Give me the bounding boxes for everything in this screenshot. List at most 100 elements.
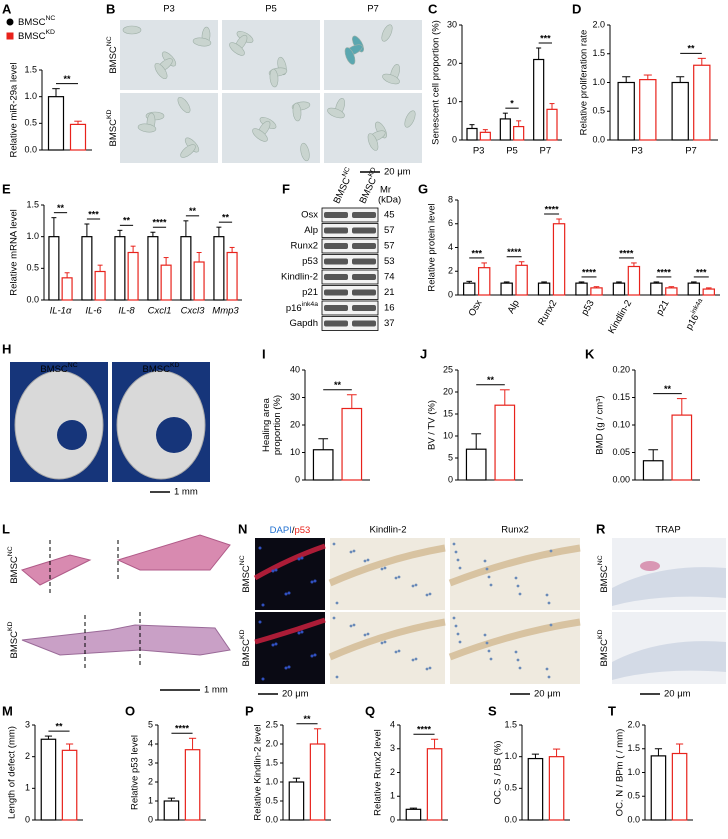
- y-tick-label: 5: [148, 719, 153, 729]
- y-tick-label: 2.0: [265, 738, 278, 748]
- scale-label: 1 mm: [174, 487, 198, 498]
- x-tick-label: IL-1α: [50, 306, 72, 317]
- nucleus: [261, 677, 265, 681]
- scale-label: 1 mm: [204, 685, 228, 696]
- blot: [321, 269, 379, 285]
- significance-label: **: [123, 216, 131, 226]
- band: [352, 289, 376, 296]
- y-tick-label: 3: [390, 743, 395, 753]
- bar: [548, 756, 565, 821]
- nucleus: [271, 569, 275, 573]
- bar: [288, 781, 305, 821]
- blot: [321, 238, 379, 254]
- legend-marker: [6, 18, 14, 26]
- x-tick-label: IL-6: [85, 306, 102, 317]
- y-axis-label: Length of defect (mm): [7, 726, 18, 819]
- x-tick-label: Osx: [467, 298, 485, 318]
- blot-label-base: p16: [286, 303, 302, 314]
- image-label-sup: NC: [68, 362, 78, 369]
- row-label-sup: KD: [597, 629, 604, 639]
- legend-label: BMSCKD: [18, 29, 55, 42]
- bar: [61, 749, 78, 821]
- significance-label: ***: [88, 209, 99, 219]
- y-tick-label: 1.5: [592, 48, 605, 58]
- y-tick-label: 2: [148, 776, 153, 786]
- band: [352, 227, 376, 234]
- y-tick-label: 1.0: [627, 767, 640, 777]
- cell: [363, 559, 367, 563]
- bar: [612, 282, 626, 296]
- cell: [404, 110, 416, 128]
- cell: [516, 584, 520, 588]
- cell: [300, 142, 310, 162]
- bar: [671, 752, 688, 821]
- cell: [458, 566, 462, 570]
- blot: [321, 207, 379, 223]
- lane-label-sup: KD: [367, 166, 377, 178]
- column-label: Runx2: [501, 525, 528, 536]
- x-tick-label: Cxcl1: [148, 306, 172, 317]
- bar: [40, 738, 57, 821]
- y-tick-label: 0.0: [24, 144, 37, 154]
- y-tick-label: 0.0: [627, 814, 640, 824]
- cell: [411, 584, 415, 588]
- cell: [335, 601, 339, 605]
- row-label-sup: KD: [106, 109, 113, 119]
- y-tick-label: 3: [148, 757, 153, 767]
- x-tick-label: IL-8: [118, 306, 135, 317]
- bar: [513, 125, 525, 141]
- cell: [547, 675, 551, 679]
- row-label: BMSCNC: [106, 36, 119, 73]
- cell: [332, 616, 336, 620]
- legend-label-base: BMSC: [18, 17, 46, 28]
- y-axis-label: BMD (g / cm³): [595, 395, 606, 454]
- cell: [180, 144, 196, 158]
- row-label-sup: KD: [239, 629, 246, 639]
- significance-label: **: [687, 44, 695, 54]
- nucleus: [310, 654, 314, 658]
- defect: [156, 417, 192, 453]
- y-tick-label: 0.5: [26, 263, 39, 273]
- tissue: [612, 567, 726, 606]
- x-tick-label: P7: [540, 146, 552, 157]
- y-tick-label: 0.0: [265, 814, 278, 824]
- bar: [61, 277, 73, 301]
- y-tick-label: 4: [390, 719, 395, 729]
- significance-label: ****: [152, 218, 167, 228]
- y-tick-label: 1.0: [592, 77, 605, 87]
- micrograph: [324, 20, 422, 90]
- blot: [321, 300, 379, 316]
- cell: [518, 666, 522, 670]
- y-tick-label: 2.5: [265, 719, 278, 729]
- bar: [213, 236, 225, 301]
- bar: [627, 265, 641, 296]
- blot: [321, 223, 379, 238]
- band: [324, 212, 348, 218]
- panel-letter: E: [2, 181, 11, 196]
- nucleus: [274, 568, 278, 572]
- cell: [458, 640, 462, 644]
- cell: [192, 37, 212, 47]
- panel-letter: Q: [365, 703, 375, 718]
- y-tick-label: 6: [448, 218, 453, 228]
- cell: [229, 42, 245, 56]
- blot-label: p21: [302, 287, 318, 298]
- band: [324, 258, 348, 265]
- y-tick-label: 1.5: [24, 64, 37, 74]
- panel-letter: S: [488, 703, 497, 718]
- bar: [665, 287, 678, 296]
- y-tick-label: 20: [447, 58, 457, 68]
- bar: [193, 261, 205, 301]
- row-label-base: BMSC: [241, 639, 252, 667]
- bar: [702, 288, 715, 296]
- cell: [137, 123, 157, 133]
- kda-value: 16: [384, 303, 395, 314]
- bar: [160, 264, 172, 301]
- tissue-band: [448, 618, 581, 661]
- nucleus: [313, 579, 317, 583]
- y-axis-label: Relative miR-29a level: [9, 62, 20, 157]
- cell: [483, 559, 487, 563]
- y-tick-label: 0: [295, 474, 300, 484]
- band: [324, 227, 348, 234]
